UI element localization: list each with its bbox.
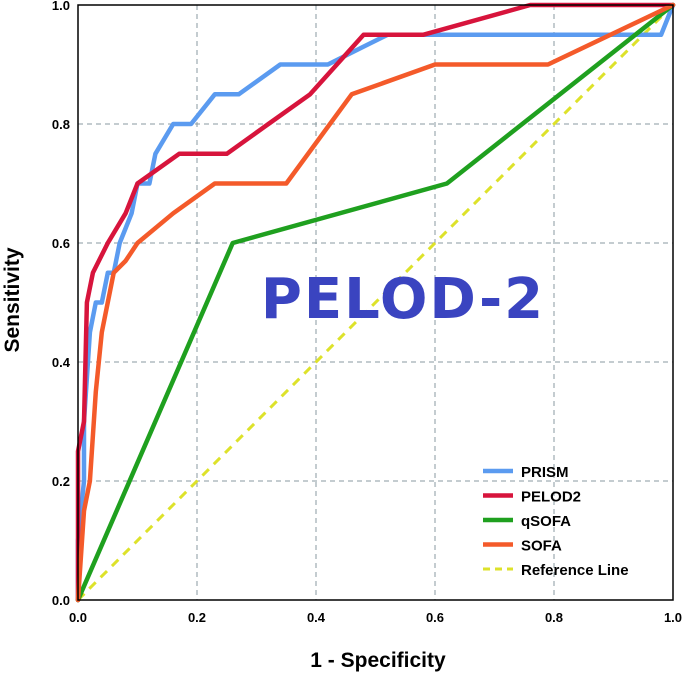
- y-tick-label: 0.2: [52, 474, 70, 489]
- legend: PRISM PELOD2 qSOFA SOFA Reference Line: [483, 464, 629, 579]
- x-tick-label: 1.0: [664, 610, 682, 625]
- legend-label: PRISM: [521, 464, 569, 481]
- overlay-label: PELOD-2: [261, 267, 545, 332]
- x-tick-label: 0.0: [69, 610, 87, 625]
- series-line-prism: [75, 2, 676, 603]
- y-tick-label: 0.6: [52, 236, 70, 251]
- x-tick-label: 0.2: [188, 610, 206, 625]
- y-tick-label: 0.4: [52, 355, 71, 370]
- x-axis-title: 1 - Specificity: [310, 649, 446, 672]
- series-line-sofa: [75, 2, 676, 603]
- grid: [78, 5, 673, 600]
- y-tick-label: 0.8: [52, 117, 70, 132]
- x-tick-label: 0.4: [307, 610, 326, 625]
- tick-labels: 0.0 0.2 0.4 0.6 0.8 1.0 0.0 0.2 0.4 0.6 0.8 1.0: [52, 0, 682, 625]
- plot-border: [77, 4, 674, 601]
- series-line-reference-line: [76, 3, 675, 602]
- x-tick-label: 0.6: [426, 610, 444, 625]
- y-tick-label: 1.0: [52, 0, 70, 13]
- legend-label: PELOD2: [521, 489, 581, 506]
- y-tick-label: 0.0: [52, 593, 70, 608]
- legend-label: qSOFA: [521, 513, 571, 530]
- legend-label: Reference Line: [521, 562, 629, 579]
- x-tick-label: 0.8: [545, 610, 563, 625]
- series-group: [75, 2, 676, 603]
- y-axis-title: Sensitivity: [1, 247, 24, 352]
- legend-label: SOFA: [521, 538, 562, 555]
- series-line-qsofa: [75, 2, 676, 603]
- series-line-pelod2: [75, 2, 676, 603]
